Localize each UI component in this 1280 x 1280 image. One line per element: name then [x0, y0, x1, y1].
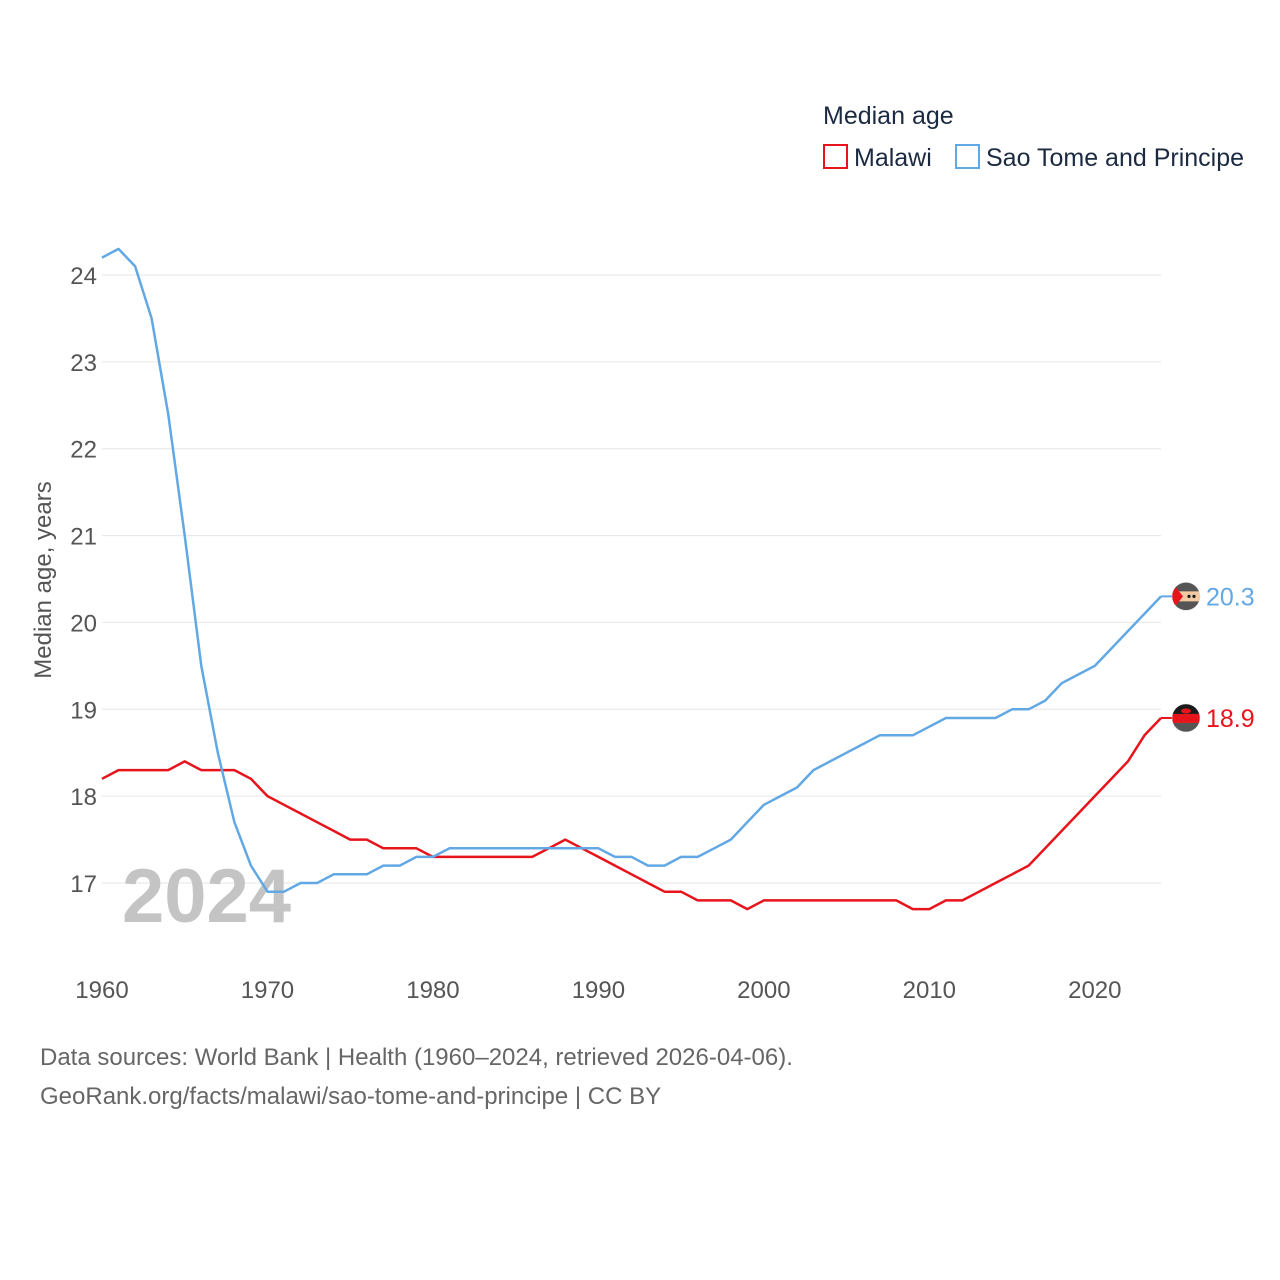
x-tick-label: 2020 — [1068, 977, 1121, 1004]
x-axis-ticks: 1960 1970 1980 1990 2000 2010 2020 — [75, 977, 1121, 1004]
legend-swatch-sao-tome[interactable] — [955, 144, 980, 169]
y-tick-label: 18 — [70, 784, 97, 811]
legend-title: Median age — [823, 102, 954, 130]
year-watermark: 2024 — [122, 854, 291, 939]
footer-source: Data sources: World Bank | Health (1960–… — [40, 1044, 793, 1071]
x-tick-label: 1970 — [241, 977, 294, 1004]
end-markers: 18.9 20.3 — [1161, 582, 1255, 733]
end-value-label: 20.3 — [1206, 583, 1255, 611]
sao-tome-flag-icon — [1171, 582, 1201, 611]
legend-swatch-malawi[interactable] — [823, 144, 848, 169]
legend: Median age Malawi Sao Tome and Principe — [823, 102, 1244, 172]
series-line-malawi[interactable] — [101, 717, 1162, 911]
y-tick-label: 24 — [70, 263, 97, 290]
x-tick-label: 2010 — [903, 977, 956, 1004]
y-tick-label: 17 — [70, 871, 97, 898]
footer-link[interactable]: GeoRank.org/facts/malawi/sao-tome-and-pr… — [40, 1083, 662, 1110]
x-tick-label: 1980 — [406, 977, 459, 1004]
y-tick-label: 20 — [70, 610, 97, 637]
gridlines — [102, 274, 1161, 884]
x-tick-label: 2000 — [737, 977, 790, 1004]
end-value-label: 18.9 — [1206, 705, 1255, 733]
y-tick-label: 21 — [70, 524, 97, 551]
legend-label-sao-tome[interactable]: Sao Tome and Principe — [986, 144, 1244, 172]
series-line-sao-tome[interactable] — [101, 247, 1162, 893]
y-tick-label: 19 — [70, 697, 97, 724]
x-tick-label: 1960 — [75, 977, 128, 1004]
y-axis-ticks: 17 18 19 20 21 22 23 24 — [70, 263, 97, 898]
line-chart: 17 18 19 20 21 22 23 24 1960 1970 1980 1990 2000 201… — [30, 102, 1255, 1004]
x-tick-label: 1990 — [572, 977, 625, 1004]
series-layer — [101, 247, 1162, 911]
y-tick-label: 22 — [70, 437, 97, 464]
y-tick-label: 23 — [70, 350, 97, 377]
y-axis-label: Median age, years — [30, 481, 57, 678]
legend-label-malawi[interactable]: Malawi — [854, 144, 932, 172]
malawi-flag-icon — [1171, 703, 1201, 733]
